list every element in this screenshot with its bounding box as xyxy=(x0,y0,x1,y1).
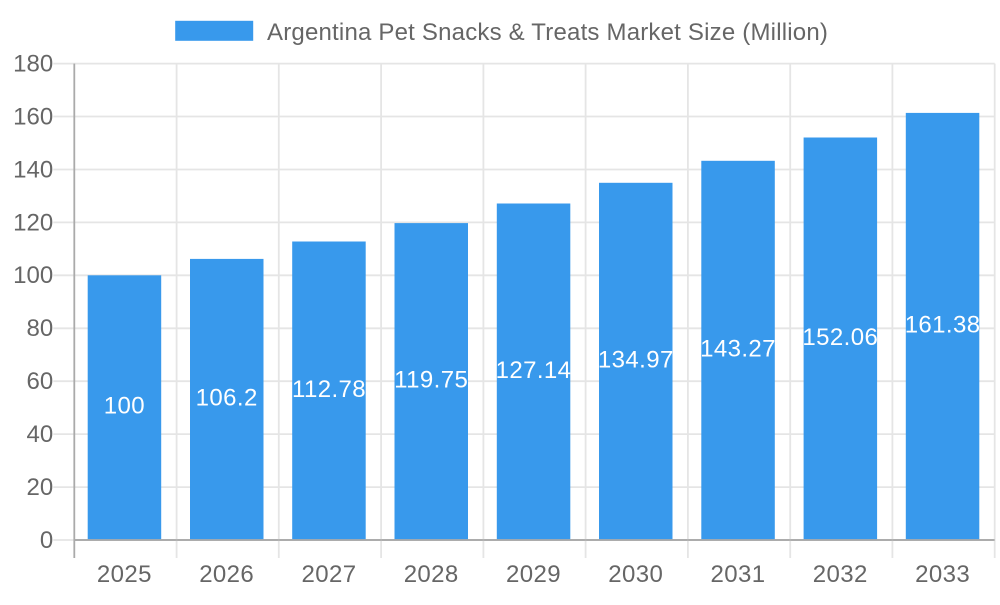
svg-text:160: 160 xyxy=(13,103,53,130)
svg-text:2029: 2029 xyxy=(506,561,561,588)
svg-text:143.27: 143.27 xyxy=(700,335,776,362)
svg-text:180: 180 xyxy=(13,51,53,78)
svg-text:0: 0 xyxy=(40,527,53,554)
svg-text:106.2: 106.2 xyxy=(196,385,258,412)
svg-text:2030: 2030 xyxy=(608,561,663,588)
svg-text:20: 20 xyxy=(26,474,53,501)
svg-text:134.97: 134.97 xyxy=(598,346,674,373)
svg-text:120: 120 xyxy=(13,209,53,236)
svg-text:119.75: 119.75 xyxy=(394,367,468,394)
svg-text:2026: 2026 xyxy=(199,561,254,588)
svg-text:2027: 2027 xyxy=(302,561,357,588)
svg-text:40: 40 xyxy=(26,421,53,448)
svg-text:Argentina Pet Snacks & Treats: Argentina Pet Snacks & Treats Market Siz… xyxy=(267,19,828,46)
svg-text:161.38: 161.38 xyxy=(905,311,981,338)
svg-text:2032: 2032 xyxy=(813,561,868,588)
svg-text:2028: 2028 xyxy=(404,561,459,588)
svg-text:152.06: 152.06 xyxy=(802,324,878,351)
svg-text:2033: 2033 xyxy=(915,561,970,588)
svg-text:100: 100 xyxy=(104,393,145,420)
svg-text:80: 80 xyxy=(26,315,53,342)
svg-text:140: 140 xyxy=(13,156,53,183)
svg-text:2025: 2025 xyxy=(97,561,152,588)
svg-text:112.78: 112.78 xyxy=(292,376,366,403)
svg-text:127.14: 127.14 xyxy=(496,357,572,384)
svg-text:60: 60 xyxy=(26,368,53,395)
svg-text:100: 100 xyxy=(13,262,53,289)
svg-text:2031: 2031 xyxy=(711,561,766,588)
